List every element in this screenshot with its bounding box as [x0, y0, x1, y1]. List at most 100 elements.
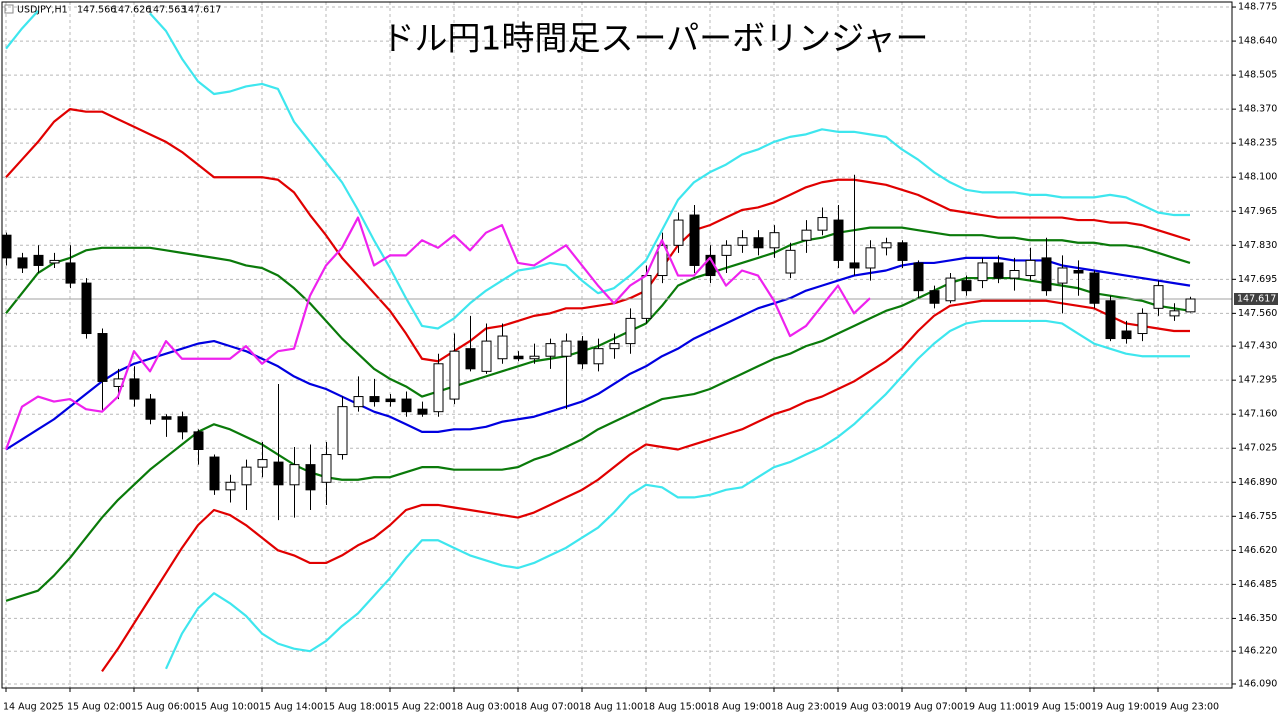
candle-body	[225, 481, 236, 491]
candle-body	[305, 464, 316, 491]
x-tick-label: 15 Aug 14:00	[259, 702, 323, 713]
candle-body	[273, 461, 284, 486]
header-open: 147.566	[77, 5, 116, 16]
candle-body	[497, 335, 508, 360]
candle-body	[321, 454, 332, 483]
candle-body	[97, 333, 108, 382]
y-tick-label: 147.430	[1238, 341, 1277, 352]
candle-body	[561, 340, 572, 357]
y-tick-label: 146.620	[1238, 545, 1277, 556]
y-tick-label: 148.775	[1238, 2, 1277, 13]
y-tick-label: 146.350	[1238, 613, 1277, 624]
indicator-line	[5, 108, 1191, 363]
candle-body	[481, 340, 492, 372]
candle-body	[545, 343, 556, 357]
candle-body	[369, 396, 380, 403]
candle-body	[993, 262, 1004, 279]
x-tick-label: 14 Aug 2025	[3, 702, 64, 713]
candle-body	[833, 219, 844, 261]
y-tick-label: 148.370	[1238, 104, 1277, 115]
candle-body	[465, 348, 476, 370]
current-price-label: 147.617	[1237, 293, 1276, 304]
x-tick-label: 15 Aug 22:00	[387, 702, 451, 713]
y-tick-label: 148.100	[1238, 172, 1277, 183]
candle-body	[337, 406, 348, 456]
x-tick-label: 15 Aug 06:00	[131, 702, 195, 713]
header-close: 147.617	[182, 5, 221, 16]
x-tick-label: 15 Aug 18:00	[323, 702, 387, 713]
x-tick-label: 19 Aug 07:00	[899, 702, 963, 713]
candle-body	[1105, 300, 1116, 340]
candle-body	[673, 219, 684, 246]
candle-body	[2, 234, 12, 259]
y-tick-label: 147.295	[1238, 375, 1277, 386]
candle-body	[849, 262, 860, 269]
y-tick-label: 146.890	[1238, 477, 1277, 488]
indicator-line	[101, 299, 1190, 672]
y-tick-label: 146.090	[1238, 678, 1277, 689]
candle-body	[385, 398, 396, 403]
indicator-line	[164, 319, 1190, 670]
x-tick-label: 18 Aug 23:00	[771, 702, 835, 713]
plot-border	[1, 1, 1233, 689]
candle-body	[257, 459, 268, 468]
y-tick-label: 148.235	[1238, 138, 1277, 149]
candle-body	[129, 378, 140, 400]
candle-body	[721, 244, 732, 256]
candle-body	[177, 416, 188, 433]
candle-body	[241, 466, 252, 486]
y-tick-label: 148.505	[1238, 70, 1277, 81]
candle-body	[1057, 267, 1068, 284]
x-tick-label: 18 Aug 11:00	[579, 702, 643, 713]
candle-body	[1137, 312, 1148, 335]
candle-body	[1121, 330, 1132, 340]
candle-body	[1153, 285, 1164, 309]
indicator-line	[5, 10, 1190, 330]
indicator-line	[4, 216, 871, 450]
candle-body	[417, 408, 428, 415]
header-low: 147.563	[147, 5, 186, 16]
y-tick-label: 147.160	[1238, 409, 1277, 420]
candle-body	[881, 242, 892, 249]
candle-body	[593, 348, 604, 365]
y-tick-label: 147.695	[1238, 274, 1277, 285]
candle-body	[1089, 272, 1100, 304]
y-tick-label: 147.560	[1238, 308, 1277, 319]
candle-body	[897, 242, 908, 261]
candle-body	[785, 249, 796, 274]
candle-body	[1185, 298, 1196, 313]
candle-body	[609, 343, 620, 350]
x-tick-label: 19 Aug 23:00	[1155, 702, 1219, 713]
candle-body	[753, 237, 764, 249]
candle-body	[657, 244, 668, 277]
candle-body	[449, 350, 460, 400]
candle-body	[193, 431, 204, 451]
candle-body	[1073, 270, 1084, 274]
x-tick-label: 18 Aug 03:00	[451, 702, 515, 713]
candle-body	[1009, 270, 1020, 279]
candle-body	[65, 262, 76, 284]
candle-body	[737, 237, 748, 246]
candle-body	[17, 257, 28, 269]
x-tick-label: 18 Aug 15:00	[643, 702, 707, 713]
y-tick-label: 147.965	[1238, 206, 1277, 217]
y-tick-label: 146.220	[1238, 646, 1277, 657]
candle-body	[1041, 257, 1052, 292]
chart-title: ドル円1時間足スーパーボリンジャー	[381, 19, 928, 58]
candle-body	[945, 277, 956, 302]
x-tick-label: 18 Aug 07:00	[515, 702, 579, 713]
candle-body	[1025, 259, 1036, 277]
indicator-line	[5, 276, 1191, 602]
candle-body	[81, 282, 92, 335]
y-tick-label: 147.025	[1238, 443, 1277, 454]
candle-body	[817, 217, 828, 231]
candle-body	[977, 262, 988, 282]
candle-body	[145, 398, 156, 420]
candle-body	[865, 247, 876, 269]
x-tick-label: 19 Aug 15:00	[1027, 702, 1091, 713]
candle-body	[961, 280, 972, 292]
candle-body	[929, 290, 940, 304]
candle-body	[913, 262, 924, 292]
y-tick-label: 147.830	[1238, 240, 1277, 251]
